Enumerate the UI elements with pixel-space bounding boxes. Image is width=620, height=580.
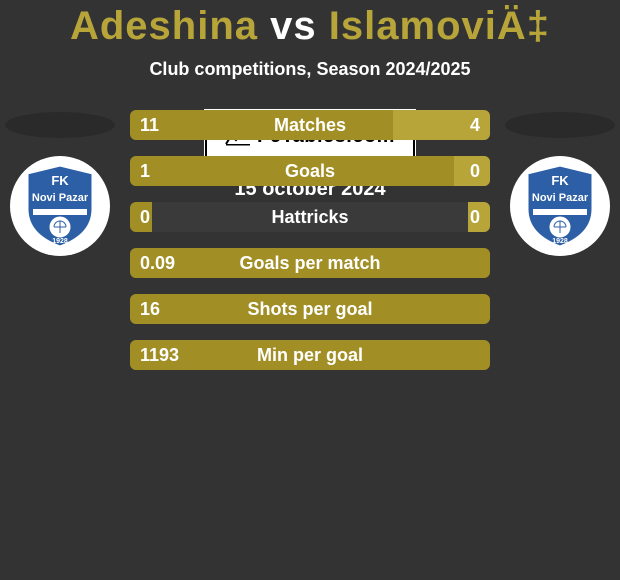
player1-name: Adeshina (70, 4, 258, 48)
headline: Adeshina vs IslamoviÄ‡ (0, 0, 620, 49)
stat-value-right: 4 (460, 110, 490, 140)
player-silhouette-shadow (5, 112, 115, 138)
svg-text:FK: FK (51, 173, 69, 188)
stat-label: Hattricks (130, 202, 490, 232)
infographic-card: Adeshina vs IslamoviÄ‡ Club competitions… (0, 0, 620, 500)
svg-text:1928: 1928 (552, 238, 568, 245)
stat-value-right (470, 294, 490, 324)
stat-value-left: 11 (130, 110, 169, 140)
player-silhouette-shadow (505, 112, 615, 138)
stat-value-right (470, 340, 490, 370)
club-crest-left: FK Novi Pazar 1928 (10, 156, 110, 256)
right-player-col: FK Novi Pazar 1928 (500, 110, 620, 256)
stat-label: Matches (130, 110, 490, 140)
stat-row: Goals 1 0 (130, 156, 490, 186)
svg-text:Novi Pazar: Novi Pazar (532, 192, 589, 204)
stat-value-right: 0 (460, 156, 490, 186)
subtitle: Club competitions, Season 2024/2025 (0, 59, 620, 80)
stat-value-left: 0.09 (130, 248, 185, 278)
stat-label: Goals (130, 156, 490, 186)
vs-label: vs (270, 4, 317, 48)
svg-text:FK: FK (551, 173, 569, 188)
left-player-col: FK Novi Pazar 1928 (0, 110, 120, 256)
stat-row: Hattricks 0 0 (130, 202, 490, 232)
stat-label: Shots per goal (130, 294, 490, 324)
stat-row: Min per goal 1193 (130, 340, 490, 370)
stat-value-left: 0 (130, 202, 160, 232)
stat-value-left: 1 (130, 156, 160, 186)
stat-row: Matches 11 4 (130, 110, 490, 140)
stat-value-left: 1193 (130, 340, 189, 370)
stat-value-right (470, 248, 490, 278)
svg-text:1928: 1928 (52, 238, 68, 245)
stat-row: Goals per match 0.09 (130, 248, 490, 278)
player2-name: IslamoviÄ‡ (329, 4, 550, 48)
club-crest-right: FK Novi Pazar 1928 (510, 156, 610, 256)
svg-text:Novi Pazar: Novi Pazar (32, 192, 89, 204)
stats-bars: Matches 11 4 Goals 1 0 Hattricks 0 0 Goa… (130, 110, 490, 370)
stat-value-left: 16 (130, 294, 170, 324)
stat-row: Shots per goal 16 (130, 294, 490, 324)
stat-value-right: 0 (460, 202, 490, 232)
